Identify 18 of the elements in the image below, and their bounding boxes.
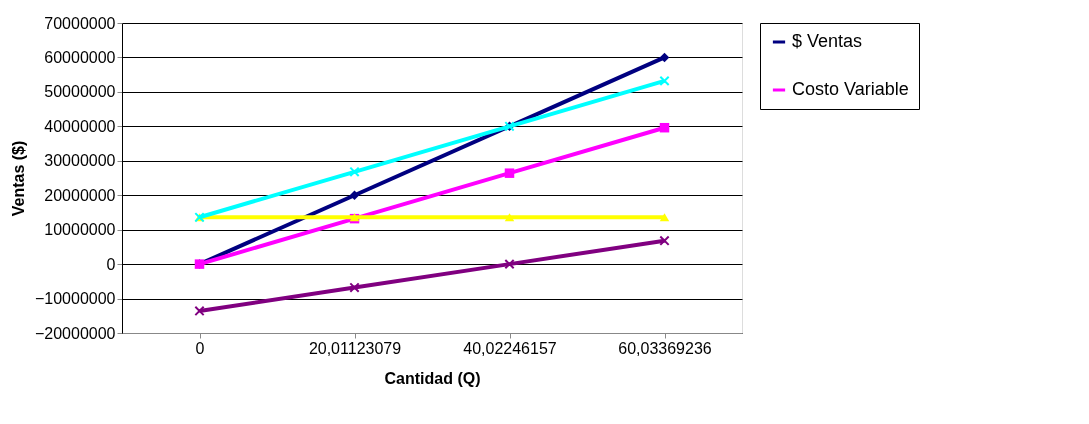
x-tick-label: 40,02246157: [463, 339, 557, 357]
y-tick-label: 10000000: [44, 221, 116, 239]
x-tick-label: 0: [195, 339, 205, 357]
y-tick-label: 0: [106, 255, 116, 273]
x-tick-label: 60,03369236: [618, 339, 712, 357]
y-tick-label: 50000000: [44, 83, 116, 101]
y-tick-label: 30000000: [44, 152, 116, 170]
y-axis-title: Ventas ($): [9, 140, 27, 217]
y-tick-label: 70000000: [44, 14, 116, 32]
y-tick-label: 60000000: [44, 48, 116, 66]
legend-label: $ Ventas: [792, 31, 863, 51]
x-tick-label: 20,01123079: [308, 339, 402, 357]
legend-label: Costo Variable: [792, 79, 909, 99]
y-tick-label: 40000000: [44, 117, 116, 135]
x-axis-title: Cantidad (Q): [384, 369, 481, 387]
y-tick-label: 20000000: [44, 186, 116, 204]
y-tick-label: −20000000: [34, 324, 116, 342]
y-tick-label: −10000000: [34, 290, 116, 308]
